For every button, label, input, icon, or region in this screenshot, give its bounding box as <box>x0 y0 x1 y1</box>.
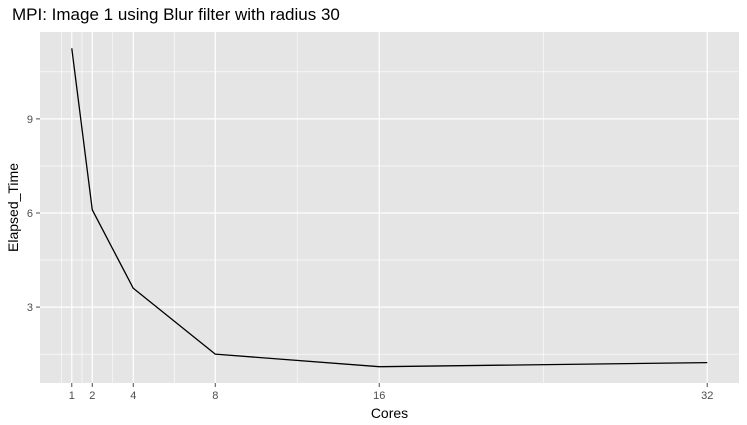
y-tick-label: 6 <box>27 208 33 220</box>
x-tick-label: 2 <box>89 390 95 402</box>
x-tick-label: 32 <box>701 390 713 402</box>
y-axis-title: Elapsed_Time <box>5 163 21 252</box>
chart-title: MPI: Image 1 using Blur filter with radi… <box>12 5 340 24</box>
plot-panel <box>40 32 739 383</box>
x-axis: 1 2 4 8 16 32 <box>69 383 713 402</box>
y-tick-label: 9 <box>27 114 33 126</box>
x-tick-label: 1 <box>69 390 75 402</box>
minor-gridlines <box>40 32 739 383</box>
y-axis: 3 6 9 <box>27 114 40 314</box>
x-tick-label: 8 <box>212 390 218 402</box>
x-axis-title: Cores <box>371 405 408 421</box>
major-gridlines <box>40 32 739 383</box>
x-tick-label: 16 <box>373 390 385 402</box>
y-tick-label: 3 <box>27 302 33 314</box>
x-tick-label: 4 <box>130 390 136 402</box>
series-layer <box>71 48 708 368</box>
series-line <box>71 48 708 368</box>
